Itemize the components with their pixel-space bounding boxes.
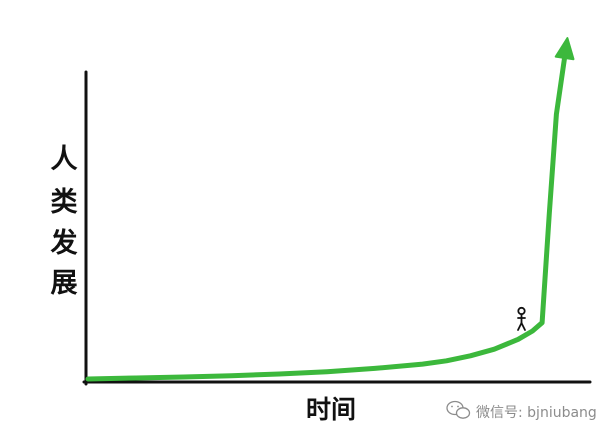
x-axis-label: 时间	[306, 395, 356, 424]
series-line	[85, 45, 569, 382]
y-axis-label-char: 类	[51, 187, 78, 218]
arrow-head-icon	[554, 37, 575, 61]
watermark: 微信号: bjniubang	[446, 400, 597, 421]
y-axis-label-char: 发	[50, 227, 78, 259]
watermark-text: 微信号: bjniubang	[476, 405, 597, 421]
y-axis-label-char: 展	[51, 268, 78, 299]
stick-figure-icon	[517, 306, 526, 331]
y-axis-label-char: 人	[51, 144, 78, 175]
wechat-icon	[446, 400, 471, 419]
y-axis-label: 人 类 发 展	[50, 144, 78, 299]
